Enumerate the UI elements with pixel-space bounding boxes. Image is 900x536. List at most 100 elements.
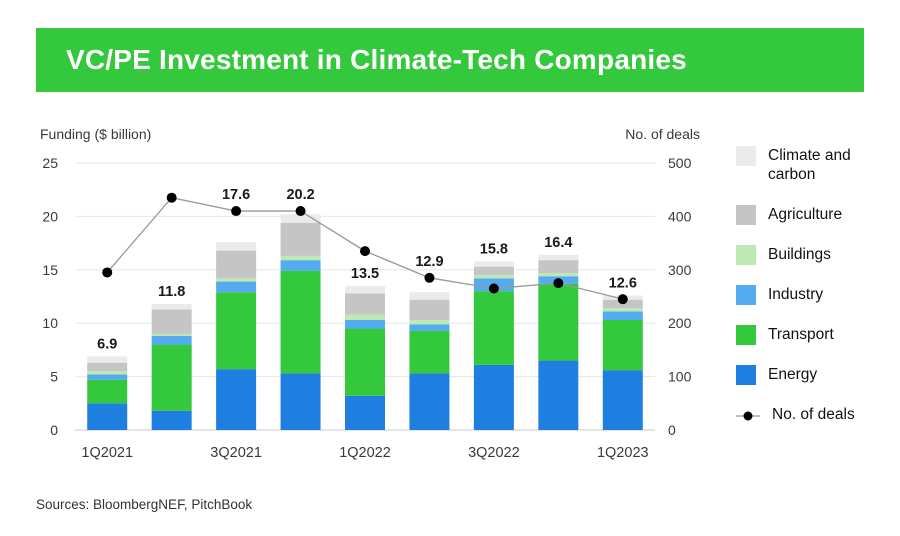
bar-total-label: 6.9 [97, 336, 117, 352]
bar-segment-transport-3Q2022 [473, 291, 514, 365]
right-axis-tick-label: 500 [668, 155, 692, 171]
bar-total-label: 12.9 [415, 254, 443, 270]
x-axis-label-3Q2022: 3Q2022 [468, 445, 520, 461]
deals-dot-4Q2021 [295, 206, 306, 217]
bar-segment-energy-3Q2021 [216, 369, 257, 430]
bar-segment-agriculture-1Q2022 [345, 293, 385, 315]
bar-total-label: 16.4 [544, 235, 572, 251]
bar-segment-climate-and-carbon-2Q2022 [409, 292, 450, 300]
legend-item-transport: Transport [736, 324, 890, 345]
legend-label: Climate and carbon [768, 147, 851, 184]
bar-segment-climate-and-carbon-4Q2022 [538, 254, 579, 261]
left-axis-tick-label: 20 [42, 208, 58, 224]
legend-item-industry: Industry [736, 284, 890, 305]
left-axis-tick-label: 25 [42, 155, 58, 171]
bar-segment-industry-1Q2023 [602, 311, 643, 320]
bar-segment-buildings-3Q2021 [216, 278, 257, 282]
bar-segment-climate-and-carbon-4Q2021 [280, 214, 321, 223]
page-title: VC/PE Investment in Climate-Tech Compani… [66, 44, 687, 75]
deals-dot-1Q2023 [617, 294, 628, 305]
bar-segment-climate-and-carbon-1Q2022 [345, 285, 385, 294]
bar-segment-agriculture-4Q2022 [538, 260, 579, 274]
legend-swatch-icon [736, 146, 756, 166]
bar-segment-buildings-4Q2022 [538, 273, 579, 277]
legend-item-no-of-deals: No. of deals [736, 405, 890, 424]
bar-segment-energy-1Q2021 [87, 403, 128, 430]
deals-dot-1Q2021 [102, 267, 113, 278]
bar-segment-buildings-3Q2022 [473, 275, 514, 279]
bar-segment-energy-1Q2022 [345, 395, 385, 430]
left-axis-title: Funding ($ billion) [40, 126, 152, 142]
deals-dot-4Q2022 [553, 278, 564, 289]
legend-item-agriculture: Agriculture [736, 204, 890, 225]
bar-segment-industry-2Q2021 [151, 336, 192, 345]
deals-dot-3Q2022 [488, 283, 499, 294]
bar-segment-agriculture-3Q2021 [216, 250, 257, 279]
bar-segment-transport-4Q2021 [280, 270, 321, 374]
bar-segment-climate-and-carbon-2Q2021 [151, 303, 192, 310]
bar-segment-industry-1Q2022 [345, 319, 385, 329]
bar-segment-energy-1Q2023 [602, 370, 643, 430]
right-axis-tick-label: 100 [668, 369, 692, 385]
bar-total-label: 15.8 [480, 241, 508, 257]
x-axis-label-1Q2021: 1Q2021 [81, 445, 133, 461]
bar-segment-transport-2Q2022 [409, 330, 450, 374]
legend-label: Energy [768, 365, 818, 383]
bar-total-label: 12.6 [609, 275, 637, 291]
x-axis-label-1Q2022: 1Q2022 [339, 445, 391, 461]
bar-segment-transport-4Q2022 [538, 283, 579, 361]
sources-note: Sources: BloombergNEF, PitchBook [36, 497, 253, 512]
bar-segment-agriculture-3Q2022 [473, 266, 514, 276]
bar-segment-transport-1Q2022 [345, 328, 385, 396]
left-axis-tick-label: 0 [50, 422, 58, 438]
bar-total-label: 17.6 [222, 187, 250, 203]
right-axis-tick-label: 400 [668, 208, 692, 224]
bar-total-label: 20.2 [286, 187, 314, 203]
legend: Climate and carbon Agriculture Buildings In… [736, 146, 890, 424]
left-axis-tick-label: 5 [50, 369, 58, 385]
bar-segment-buildings-1Q2023 [602, 308, 643, 312]
bar-segment-transport-2Q2021 [151, 344, 192, 411]
legend-item-buildings: Buildings [736, 244, 890, 265]
bar-segment-energy-3Q2022 [473, 364, 514, 430]
title-banner: VC/PE Investment in Climate-Tech Compani… [36, 28, 864, 92]
deals-dot-2Q2022 [424, 272, 435, 283]
bar-segment-agriculture-1Q2021 [87, 362, 128, 372]
legend-label: Buildings [768, 245, 831, 263]
bar-segment-buildings-2Q2022 [409, 319, 450, 325]
bar-segment-energy-2Q2022 [409, 373, 450, 430]
left-axis-tick-label: 15 [42, 262, 58, 278]
bar-total-label: 11.8 [158, 284, 185, 300]
bar-segment-industry-2Q2022 [409, 324, 450, 331]
bar-segment-industry-4Q2021 [280, 260, 321, 271]
bar-segment-transport-1Q2023 [602, 319, 643, 371]
legend-item-climate-and-carbon: Climate and carbon [736, 146, 890, 185]
legend-swatch-icon [736, 284, 756, 305]
legend-label: Agriculture [768, 205, 843, 223]
bar-segment-buildings-1Q2022 [345, 314, 385, 320]
legend-swatch-icon [736, 324, 756, 345]
deals-dot-1Q2022 [360, 246, 370, 257]
bar-segment-climate-and-carbon-3Q2022 [473, 261, 514, 267]
legend-item-energy: Energy [736, 364, 890, 385]
bar-segment-buildings-4Q2021 [280, 255, 321, 261]
bar-segment-transport-1Q2021 [87, 379, 128, 404]
climate-tech-investment-chart: 0 5 10 15 20 25 0 100 200 300 400 500 6.9 11.8 17.6 20.… [42, 155, 692, 461]
deals-dot-3Q2021 [231, 206, 242, 217]
bar-segment-agriculture-2Q2021 [151, 309, 192, 334]
right-axis-tick-label: 0 [668, 422, 676, 438]
bar-segment-energy-4Q2021 [280, 373, 321, 430]
deals-dot-2Q2021 [166, 192, 177, 203]
right-axis-tick-label: 200 [668, 315, 692, 331]
bar-segment-buildings-2Q2021 [151, 333, 192, 337]
bar-segment-buildings-1Q2021 [87, 371, 128, 375]
right-axis-title: No. of deals [625, 126, 700, 142]
line-dot-icon [736, 411, 760, 421]
bar-segment-energy-2Q2021 [151, 410, 192, 430]
legend-label: No. of deals [772, 405, 855, 423]
legend-label: Transport [768, 325, 834, 343]
legend-swatch-icon [736, 244, 756, 265]
x-axis-label-1Q2023: 1Q2023 [597, 445, 649, 461]
bar-segment-agriculture-4Q2021 [280, 222, 321, 256]
bar-segment-climate-and-carbon-1Q2021 [87, 356, 128, 363]
